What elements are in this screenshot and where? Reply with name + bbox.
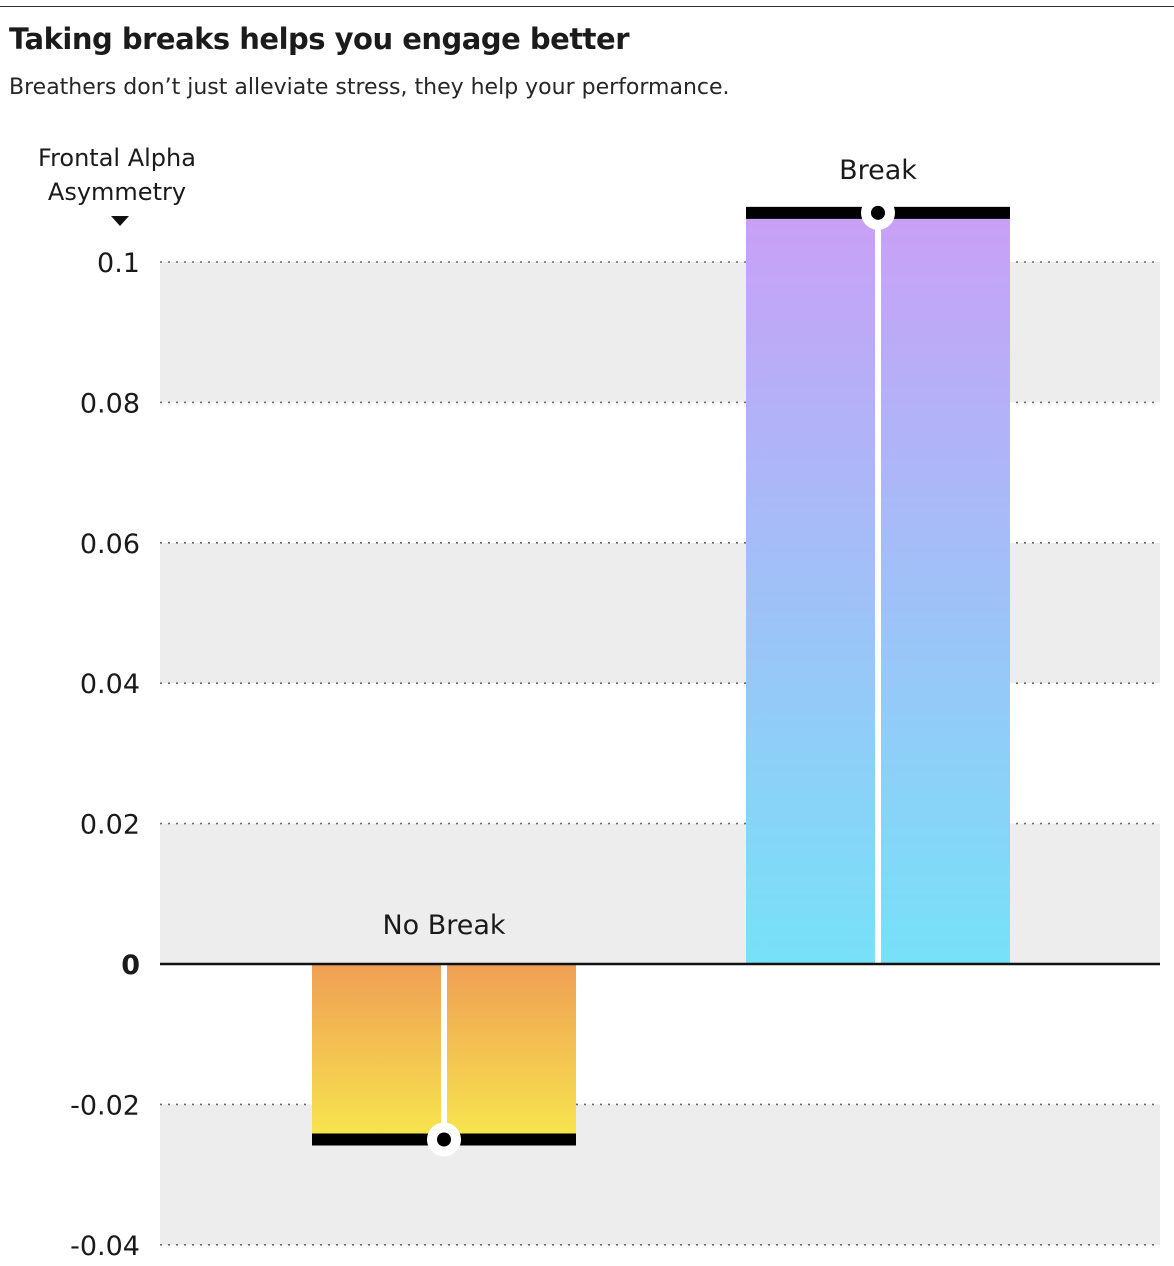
y-tick-label: 0.1 xyxy=(97,248,140,279)
category-labels: No Break Break xyxy=(382,155,917,941)
page-subtitle: Breathers don’t just alleviate stress, t… xyxy=(9,75,730,100)
y-axis-title: Frontal Alpha Asymmetry xyxy=(38,144,196,226)
value-marker-dot xyxy=(871,205,885,220)
category-label: Break xyxy=(839,155,917,186)
y-tick-label: 0.08 xyxy=(80,388,140,419)
top-divider xyxy=(0,6,1174,7)
y-tick-label: 0.02 xyxy=(80,810,140,841)
y-tick-label: 0.06 xyxy=(80,529,140,560)
y-tick-label: 0 xyxy=(121,950,140,981)
value-marker-dot xyxy=(437,1132,451,1147)
category-label: No Break xyxy=(382,910,505,941)
y-tick-label: -0.02 xyxy=(70,1090,140,1121)
y-axis-title-line: Frontal Alpha xyxy=(38,144,196,172)
bar-no-break xyxy=(312,964,576,1157)
page-title: Taking breaks helps you engage better xyxy=(9,22,630,56)
bar-break xyxy=(746,195,1010,965)
y-axis-ticks: 0.1 0.08 0.06 0.04 0.02 0 -0.02 -0.04 xyxy=(70,248,140,1262)
grid-band xyxy=(160,1104,1160,1245)
caret-down-icon xyxy=(111,216,129,226)
y-tick-label: 0.04 xyxy=(80,669,140,700)
y-axis-title-line: Asymmetry xyxy=(48,178,186,206)
y-tick-label: -0.04 xyxy=(70,1231,140,1262)
grid-bands xyxy=(160,262,1160,1245)
bars xyxy=(312,195,1010,1157)
